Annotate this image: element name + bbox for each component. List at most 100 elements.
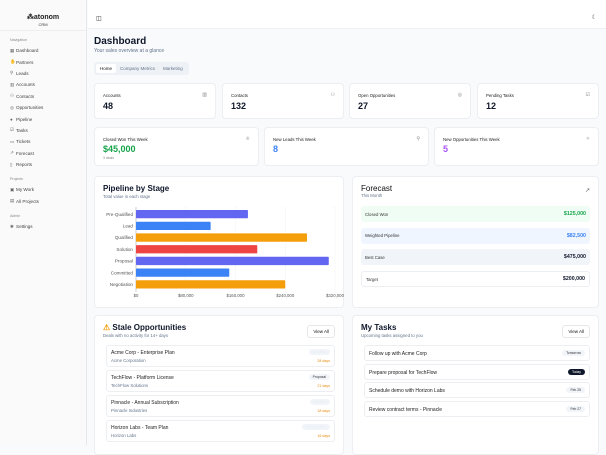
task-item[interactable]: Review contract terms - Pinnacle Feb 27	[364, 400, 590, 417]
stale-opportunity-item[interactable]: Pinnacle - Annual Subscription Pinnacle I…	[106, 395, 335, 417]
weekly-card-closed-won-this-week: Closed Won This Week $45,000 3 deals ♕	[94, 127, 259, 166]
y-tick-label: Proposal	[115, 259, 133, 264]
forecast-row-target: Target $200,000	[361, 271, 590, 288]
logo[interactable]: ⁂atonom CRM	[0, 0, 86, 31]
task-item[interactable]: Follow up with Acme Corp Tomorrow	[364, 345, 590, 361]
page-subtitle: Your sales overview at a glance	[94, 48, 165, 54]
due-badge: Today	[567, 368, 585, 375]
tab-marketing[interactable]: Marketing	[163, 66, 183, 71]
sidebar-item-contacts[interactable]: ⚇ Contacts	[10, 93, 35, 99]
stale-view-all-button[interactable]: View All	[307, 325, 335, 338]
trending-up-icon: ↗	[10, 150, 14, 156]
x-tick-label: $240,000	[276, 293, 295, 298]
tasks-view-all-button[interactable]: View All	[562, 325, 590, 338]
logo-icon: ⁂	[26, 14, 34, 21]
handshake-icon: ✋	[10, 59, 16, 65]
sidebar-item-settings[interactable]: ✱ Settings	[10, 223, 33, 230]
stage-badge: Solution	[309, 399, 330, 405]
nav-section-label: Navigation	[10, 38, 27, 42]
sidebar-item-leads[interactable]: ⚲ Leads	[10, 70, 29, 76]
my-tasks-card: My Tasks Upcoming tasks assigned to you …	[352, 315, 599, 455]
user-plus-icon: ⚲	[10, 70, 14, 76]
file-icon: ▯	[10, 161, 13, 167]
bar-solution	[136, 245, 258, 254]
stale-subtitle: Deals with no activity for 14+ days	[103, 333, 169, 338]
sidebar-item-forecast[interactable]: ↗ Forecast	[10, 150, 34, 156]
user-plus-icon: ⚲	[416, 136, 420, 142]
stale-opportunity-item[interactable]: Acme Corp - Enterprise Plan Acme Corporat…	[106, 345, 335, 367]
target-icon: ◎	[457, 92, 462, 98]
stale-opportunity-item[interactable]: TechFlow - Platform License TechFlow Solu…	[106, 370, 335, 392]
stale-opportunities-card: ⚠ Stale Opportunities Deals with no acti…	[94, 315, 344, 455]
forecast-row-weighted-pipeline: Weighted Pipeline $82,500	[361, 227, 590, 244]
sidebar-item-dashboard[interactable]: ▦ Dashboard	[10, 47, 39, 54]
users-icon: ⚇	[330, 92, 335, 98]
nav-section-label: Admin	[10, 214, 21, 219]
x-tick-label: $320,000	[326, 293, 345, 298]
sidebar-item-tasks[interactable]: ☑ Tasks	[10, 127, 28, 133]
sidebar-item-all-projects[interactable]: ▤ All Projects	[10, 198, 39, 204]
weekly-card-new-leads-this-week: New Leads This Week 8 ⚲	[264, 127, 429, 166]
stale-title: Stale Opportunities	[112, 323, 187, 332]
sidebar-item-partners[interactable]: ✋ Partners	[10, 59, 34, 65]
tab-company-metrics[interactable]: Company Metrics	[120, 66, 156, 71]
pipeline-card: Pipeline by Stage Total value in each st…	[94, 176, 345, 308]
sidebar-item-accounts[interactable]: ▥ Accounts	[10, 81, 35, 88]
warning-icon: ⚠	[103, 323, 111, 332]
topbar: ◫ ☾	[88, 0, 606, 29]
stat-card-contacts: Contacts 132 ⚇	[222, 83, 344, 119]
trophy-icon: ♕	[245, 136, 250, 142]
sidebar-item-reports[interactable]: ▯ Reports	[10, 161, 33, 168]
checklist-icon: ☑	[10, 127, 15, 133]
forecast-row-closed-won: Closed Won $125,000	[361, 206, 590, 222]
due-badge: Feb 27	[566, 405, 585, 412]
pipeline-chart: $0 $80,000 $160,000 $240,000 $320,000 Pre-Qua…	[106, 207, 345, 298]
bar-proposal	[136, 256, 329, 266]
y-tick-label: Lead	[123, 223, 134, 228]
bar-qualified	[136, 233, 308, 242]
users-icon: ⚇	[10, 93, 15, 99]
stage-badge: Qualified	[308, 349, 330, 355]
sidebar-item-my-work[interactable]: ▣ My Work	[10, 186, 35, 193]
due-badge: Feb 25	[566, 387, 585, 394]
y-tick-label: Qualified	[115, 235, 134, 240]
stat-card-open-opportunities: Open Opportunities 27 ◎	[349, 83, 471, 119]
x-tick-label: $160,000	[227, 293, 246, 298]
folder-icon: ▤	[10, 198, 15, 204]
stage-badge: Proposal	[308, 374, 330, 380]
theme-toggle-moon-icon[interactable]: ☾	[591, 15, 597, 21]
sparkle-icon: ✧	[585, 136, 590, 142]
tasks-subtitle: Upcoming tasks assigned to you	[361, 333, 423, 338]
stat-card-pending-tasks: Pending Tasks 12 ☑	[477, 83, 599, 119]
pipeline-subtitle: Total value in each stage	[103, 194, 151, 199]
task-item[interactable]: Prepare proposal for TechFlow Today	[364, 363, 590, 380]
sidebar-item-tickets[interactable]: ▭ Tickets	[10, 138, 31, 145]
building-icon: ▥	[202, 92, 207, 98]
y-tick-label: Negotiation	[110, 282, 134, 287]
tasks-title: My Tasks	[361, 323, 397, 332]
tabs: Home Company Metrics Marketing	[94, 62, 189, 75]
sidebar-item-pipeline[interactable]: ● Pipeline	[10, 116, 33, 122]
x-tick-label: $0	[134, 293, 139, 298]
checklist-icon: ☑	[585, 92, 590, 98]
pipeline-icon: ●	[10, 116, 13, 122]
sidebar-item-opportunities[interactable]: ◎ Opportunities	[10, 104, 44, 111]
task-item[interactable]: Schedule demo with Horizon Labs Feb 25	[364, 382, 590, 399]
stale-opportunity-item[interactable]: Horizon Labs - Team Plan Horizon Labs Pre-…	[106, 420, 335, 442]
due-badge: Tomorrow	[562, 350, 585, 356]
grid-icon: ▦	[10, 47, 15, 53]
sidebar-toggle-icon[interactable]: ◫	[96, 16, 102, 22]
y-tick-label: Pre-Qualified	[106, 212, 133, 217]
page-title: Dashboard	[94, 36, 147, 47]
tab-home[interactable]: Home	[96, 64, 117, 73]
gear-icon: ✱	[10, 223, 14, 229]
forecast-card: Forecast This Month ↗ Closed Won $125,000…	[352, 176, 599, 308]
bar-lead	[136, 221, 211, 230]
forecast-title: Forecast	[361, 184, 393, 193]
bar-negotiation	[136, 280, 286, 289]
building-icon: ▥	[10, 81, 15, 87]
y-tick-label: Solution	[116, 247, 133, 252]
target-icon: ◎	[10, 104, 14, 110]
pipeline-title: Pipeline by Stage	[103, 184, 170, 193]
nav-section-label: Projects	[10, 177, 23, 182]
